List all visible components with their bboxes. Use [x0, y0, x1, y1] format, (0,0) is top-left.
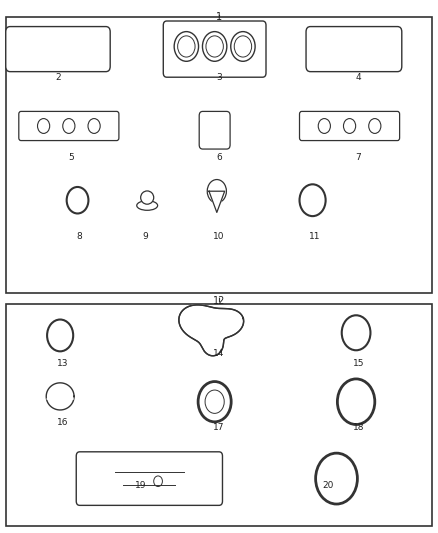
Text: 8: 8: [77, 232, 83, 241]
Ellipse shape: [38, 118, 49, 133]
Circle shape: [206, 36, 223, 57]
Circle shape: [174, 31, 198, 61]
Text: 12: 12: [213, 296, 225, 305]
Circle shape: [198, 382, 231, 422]
Text: 7: 7: [355, 152, 361, 161]
FancyBboxPatch shape: [300, 111, 399, 141]
Text: 5: 5: [68, 152, 74, 161]
Circle shape: [154, 476, 162, 487]
Text: 19: 19: [135, 481, 146, 490]
FancyBboxPatch shape: [19, 111, 119, 141]
Ellipse shape: [63, 118, 75, 133]
Text: 11: 11: [309, 232, 321, 241]
FancyBboxPatch shape: [6, 27, 110, 71]
Text: 16: 16: [57, 418, 68, 426]
Text: 13: 13: [57, 359, 68, 368]
Text: 4: 4: [356, 73, 361, 82]
Text: 9: 9: [142, 232, 148, 241]
FancyBboxPatch shape: [306, 27, 402, 71]
FancyBboxPatch shape: [6, 304, 432, 526]
Circle shape: [337, 379, 375, 424]
Circle shape: [300, 184, 325, 216]
Ellipse shape: [137, 201, 158, 211]
Circle shape: [316, 453, 357, 504]
Polygon shape: [209, 191, 225, 213]
Circle shape: [67, 187, 88, 214]
Circle shape: [178, 36, 195, 57]
Polygon shape: [179, 305, 244, 356]
Text: 6: 6: [216, 152, 222, 161]
Circle shape: [342, 316, 371, 350]
Text: 18: 18: [353, 423, 364, 432]
Text: 14: 14: [213, 349, 225, 358]
Circle shape: [207, 180, 226, 203]
Text: 2: 2: [55, 73, 61, 82]
Ellipse shape: [141, 191, 154, 204]
Circle shape: [234, 36, 252, 57]
Ellipse shape: [318, 118, 330, 133]
Circle shape: [205, 390, 224, 414]
FancyBboxPatch shape: [76, 452, 223, 505]
Text: 15: 15: [353, 359, 364, 368]
Text: 10: 10: [213, 232, 225, 241]
FancyBboxPatch shape: [163, 21, 266, 77]
Circle shape: [47, 319, 73, 351]
Ellipse shape: [88, 118, 100, 133]
Polygon shape: [46, 383, 74, 410]
FancyBboxPatch shape: [6, 17, 432, 293]
Text: 1: 1: [216, 12, 222, 22]
Text: 20: 20: [322, 481, 333, 490]
Text: 17: 17: [213, 423, 225, 432]
Text: 3: 3: [216, 73, 222, 82]
Ellipse shape: [343, 118, 356, 133]
Circle shape: [231, 31, 255, 61]
Circle shape: [202, 31, 227, 61]
FancyBboxPatch shape: [199, 111, 230, 149]
Ellipse shape: [369, 118, 381, 133]
